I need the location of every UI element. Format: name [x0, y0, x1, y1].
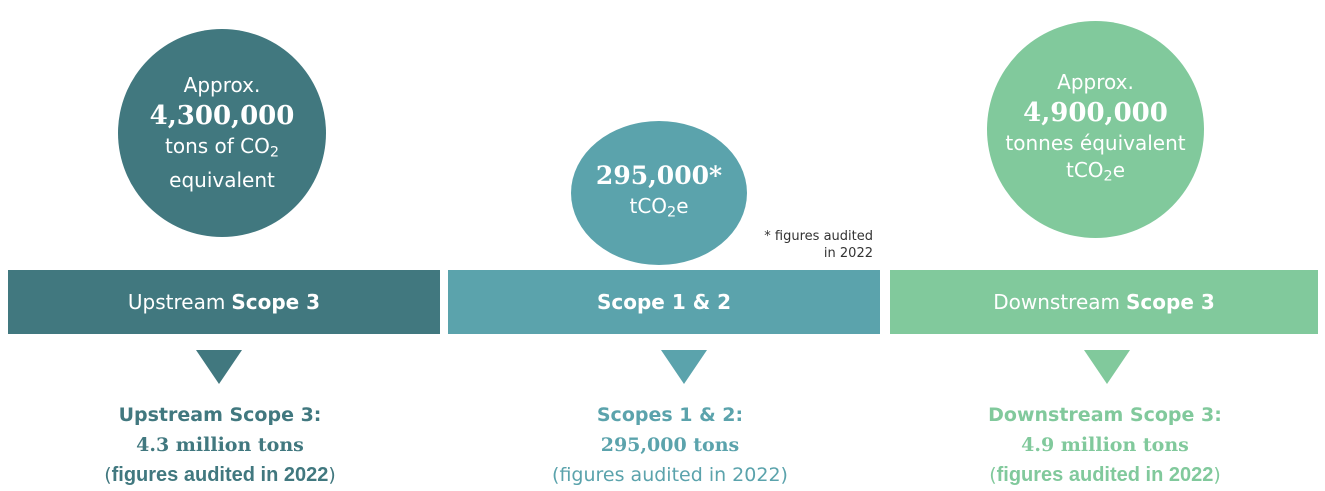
upstream-unit-line1: tons of CO2	[165, 133, 279, 167]
downstream-approx-label: Approx.	[1057, 69, 1134, 94]
scope12-caption-title: Scopes 1 & 2:	[596, 404, 744, 426]
downstream-caption-open: (	[989, 464, 997, 486]
downstream-caption-close: )	[1213, 464, 1221, 486]
upstream-unit-prefix: tons of CO	[164, 134, 270, 159]
downstream-band-bold: Scope 3	[1126, 290, 1215, 314]
upstream-down-arrow-icon	[196, 350, 242, 384]
downstream-emissions-circle: Approx. 4,900,000 tonnes équivalent tCO2…	[987, 21, 1204, 238]
scope12-emissions-circle: 295,000* tCO2e	[571, 121, 747, 265]
downstream-unit-prefix: tCO	[1065, 157, 1104, 182]
scope12-unit-prefix: tCO	[629, 194, 668, 219]
upstream-band-bold: Scope 3	[231, 290, 321, 314]
upstream-approx-label: Approx.	[183, 73, 261, 98]
upstream-band-prefix: Upstream	[127, 290, 226, 314]
scope12-unit-suffix: e	[676, 194, 689, 219]
upstream-unit-sub: 2	[269, 144, 280, 161]
upstream-unit-line2: equivalent	[169, 167, 275, 192]
scope12-unit-sub: 2	[667, 204, 677, 221]
downstream-unit-line1: tonnes équivalent	[1005, 130, 1186, 155]
scope12-caption-note: (figures audited in 2022)	[552, 464, 788, 486]
scope12-unit: tCO2e	[629, 193, 688, 227]
upstream-caption-title: Upstream Scope 3:	[118, 404, 322, 426]
downstream-emissions-value: 4,900,000	[1023, 97, 1168, 128]
scope12-caption-value: 295,000 tons	[600, 434, 740, 456]
audit-footnote-line1: * figures audited	[764, 229, 873, 244]
scope12-band-bold: Scope 1 & 2	[596, 290, 732, 314]
downstream-unit-suffix: e	[1112, 157, 1126, 182]
downstream-band-prefix: Downstream	[993, 290, 1120, 314]
downstream-unit-line2: tCO2e	[1066, 157, 1125, 191]
scope12-down-arrow-icon	[661, 350, 707, 384]
downstream-caption-note-line: (figures audited in 2022)	[925, 460, 1285, 490]
scope12-caption: Scopes 1 & 2: 295,000 tons (figures audi…	[490, 400, 850, 490]
upstream-caption-note: figures audited in 2022	[111, 464, 329, 486]
audit-footnote: * figures audited in 2022	[740, 228, 873, 262]
upstream-caption: Upstream Scope 3: 4.3 million tons (figu…	[40, 400, 400, 490]
downstream-scope3-band: Downstream Scope 3	[890, 270, 1318, 334]
downstream-caption-title: Downstream Scope 3:	[988, 404, 1222, 426]
downstream-caption-note: figures audited in 2022	[996, 464, 1214, 486]
upstream-emissions-value: 4,300,000	[149, 101, 295, 132]
upstream-emissions-circle: Approx. 4,300,000 tons of CO2 equivalent	[118, 29, 326, 237]
scope12-band: Scope 1 & 2	[448, 270, 880, 334]
upstream-caption-close: )	[328, 464, 336, 486]
upstream-caption-value: 4.3 million tons	[136, 434, 304, 456]
audit-footnote-line2: in 2022	[823, 246, 873, 261]
upstream-scope3-band: Upstream Scope 3	[8, 270, 440, 334]
downstream-caption-value: 4.9 million tons	[1021, 434, 1189, 456]
downstream-caption: Downstream Scope 3: 4.9 million tons (fi…	[925, 400, 1285, 490]
upstream-caption-open: (	[104, 464, 112, 486]
upstream-caption-note-line: (figures audited in 2022)	[40, 460, 400, 490]
downstream-unit-sub: 2	[1103, 168, 1113, 185]
downstream-down-arrow-icon	[1084, 350, 1130, 384]
scope12-emissions-value: 295,000*	[595, 161, 723, 191]
